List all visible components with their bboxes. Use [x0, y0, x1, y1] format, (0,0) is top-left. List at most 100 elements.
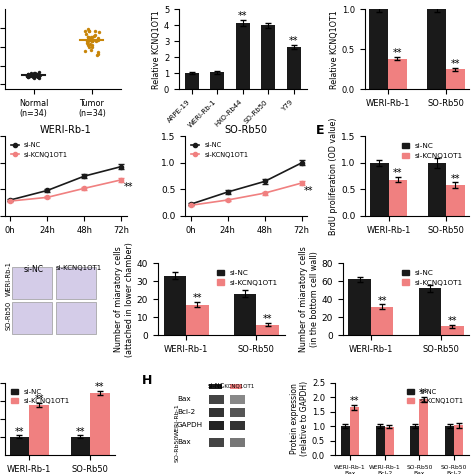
Point	[33, 72, 41, 79]
Text: Bax: Bax	[177, 439, 191, 445]
si-KCNQ1OT1	[8, 198, 13, 204]
Text: **: **	[303, 186, 313, 196]
Point	[30, 72, 37, 79]
Point	[91, 27, 99, 35]
si-KCNQ1OT1	[45, 194, 50, 200]
Legend: si-NC, si-KCNQ1OT1: si-NC, si-KCNQ1OT1	[8, 386, 73, 407]
si-NC	[118, 164, 124, 169]
Bar	[56, 267, 96, 299]
si-KCNQ1OT1	[299, 180, 305, 186]
Point	[95, 28, 102, 36]
Point	[90, 36, 97, 44]
Point	[87, 34, 94, 41]
Point	[88, 33, 96, 41]
Point	[25, 71, 32, 78]
si-NC	[299, 160, 305, 166]
Text: si-NC: si-NC	[208, 383, 225, 389]
Bar	[428, 163, 446, 216]
Bar	[209, 395, 224, 404]
Bar	[234, 294, 256, 336]
Point	[88, 43, 96, 51]
Text: **: **	[34, 394, 44, 404]
Bar	[370, 9, 388, 89]
Point	[27, 71, 35, 79]
Bar	[71, 437, 90, 455]
si-KCNQ1OT1	[188, 202, 193, 208]
Bar	[389, 180, 407, 216]
Point	[82, 27, 89, 35]
Bar	[56, 302, 96, 334]
Point	[34, 73, 42, 81]
Point	[86, 40, 93, 48]
Bar	[446, 185, 465, 216]
Bar	[209, 384, 222, 389]
Line: si-KCNQ1OT1: si-KCNQ1OT1	[8, 178, 124, 203]
si-NC	[8, 197, 13, 203]
Text: **: **	[392, 48, 402, 58]
si-NC	[225, 189, 230, 195]
Point	[34, 72, 41, 79]
Point	[23, 72, 31, 80]
Point	[88, 37, 96, 45]
Point	[27, 72, 34, 80]
Bar	[29, 405, 49, 455]
Bar	[10, 437, 29, 455]
Text: si-KCNQ1OT1: si-KCNQ1OT1	[219, 383, 255, 388]
Bar	[370, 163, 389, 216]
Bar	[261, 26, 275, 89]
Text: si-KCNQ1OT1: si-KCNQ1OT1	[56, 264, 102, 271]
Point	[25, 73, 32, 81]
si-KCNQ1OT1	[82, 185, 87, 191]
Line: si-KCNQ1OT1: si-KCNQ1OT1	[189, 181, 304, 208]
Bar	[428, 9, 446, 89]
Text: **: **	[15, 427, 24, 437]
Bar	[209, 421, 224, 430]
Text: si-NC: si-NC	[23, 264, 43, 273]
Title: SO-Rb50: SO-Rb50	[225, 126, 268, 136]
Point	[30, 72, 38, 79]
Y-axis label: Relative KCNQ1OT1: Relative KCNQ1OT1	[152, 10, 161, 89]
Bar	[230, 395, 245, 404]
Bar	[341, 426, 350, 455]
Point	[25, 71, 32, 78]
Bar	[410, 426, 419, 455]
Bar	[210, 73, 224, 89]
Point	[27, 69, 35, 77]
Point	[94, 34, 101, 42]
Bar	[371, 307, 393, 336]
si-KCNQ1OT1	[225, 197, 230, 203]
Text: Bcl-2: Bcl-2	[177, 409, 195, 415]
Point	[36, 71, 44, 79]
Bar	[256, 325, 279, 336]
Bar	[209, 438, 224, 447]
si-NC	[45, 188, 50, 193]
Point	[84, 41, 92, 49]
Y-axis label: BrdU proliferation (OD value): BrdU proliferation (OD value)	[329, 118, 338, 235]
Y-axis label: Number of miaratory cells
(attached in lower chamber): Number of miaratory cells (attached in l…	[114, 242, 134, 357]
Point	[34, 70, 41, 78]
Point	[84, 26, 92, 33]
Point	[87, 46, 95, 54]
Point	[26, 73, 34, 80]
Bar	[385, 427, 394, 455]
Text: Bax: Bax	[177, 396, 191, 401]
Bar	[454, 426, 463, 455]
Point	[25, 72, 33, 79]
Point	[84, 33, 92, 41]
Bar	[12, 302, 52, 334]
Text: **: **	[123, 182, 133, 192]
Text: **: **	[450, 59, 460, 69]
Bar	[236, 23, 250, 89]
Bar	[348, 279, 371, 336]
Text: **: **	[263, 314, 272, 324]
Point	[84, 37, 92, 45]
Text: **: **	[76, 427, 85, 437]
Text: **: **	[350, 396, 359, 406]
Bar	[12, 267, 52, 299]
Line: si-NC: si-NC	[8, 164, 124, 202]
Bar	[441, 327, 464, 336]
Line: si-NC: si-NC	[189, 161, 304, 206]
si-NC	[262, 179, 267, 184]
Text: E: E	[316, 124, 324, 137]
Point	[34, 71, 41, 78]
